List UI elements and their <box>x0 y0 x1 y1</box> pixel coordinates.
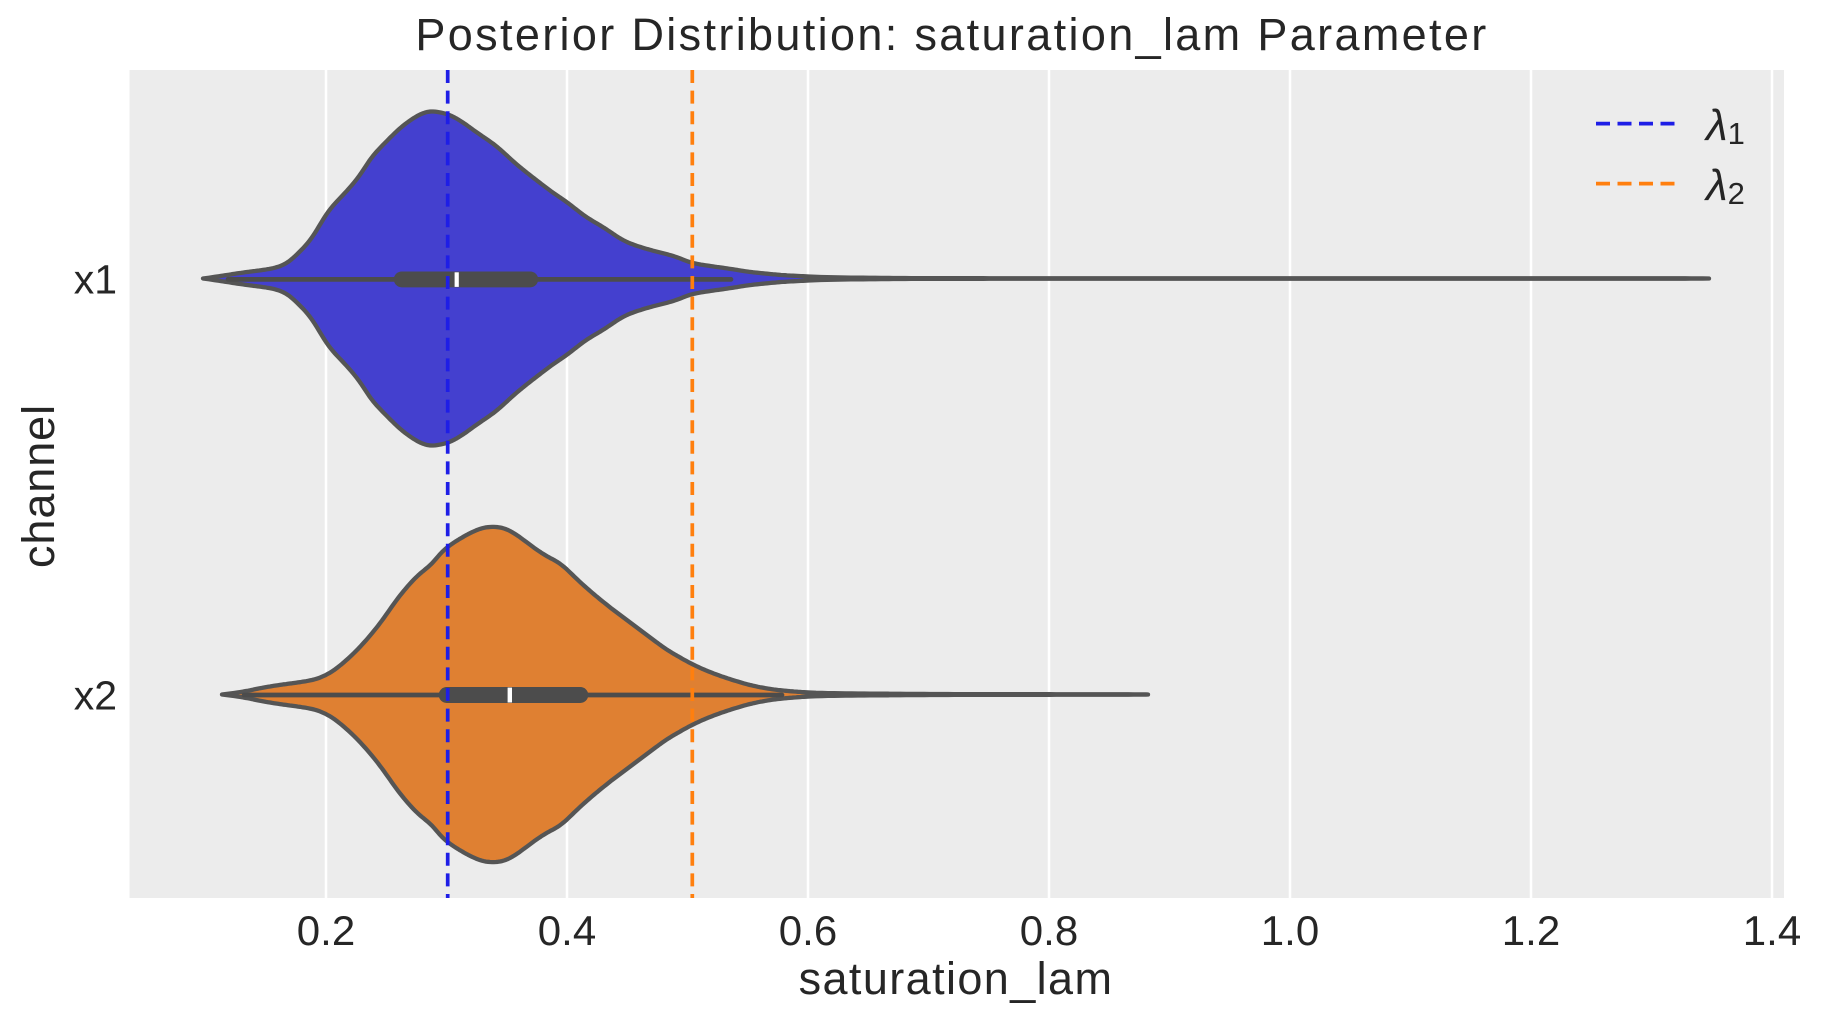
svg-text:x1: x1 <box>74 257 117 303</box>
svg-text:0.6: 0.6 <box>779 907 837 954</box>
svg-text:0.8: 0.8 <box>1020 907 1078 954</box>
svg-text:1.0: 1.0 <box>1261 907 1319 954</box>
svg-text:1.4: 1.4 <box>1743 907 1801 954</box>
svg-text:saturation_lam: saturation_lam <box>799 953 1114 1004</box>
svg-text:1.2: 1.2 <box>1502 907 1560 954</box>
svg-text:0.2: 0.2 <box>297 907 355 954</box>
svg-text:x2: x2 <box>74 673 117 719</box>
svg-text:0.4: 0.4 <box>538 907 596 954</box>
svg-text:Posterior Distribution: satura: Posterior Distribution: saturation_lam P… <box>415 9 1488 60</box>
svg-text:channel: channel <box>13 404 64 568</box>
